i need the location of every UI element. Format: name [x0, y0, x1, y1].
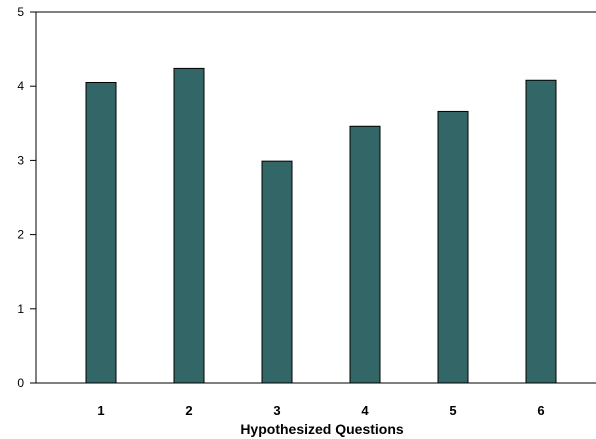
bar: [437, 110, 469, 384]
y-tick-label: 4: [17, 79, 24, 93]
x-axis: 1 2 3 4 5 6: [97, 403, 544, 418]
x-tick-label: 5: [449, 403, 456, 418]
y-tick-label: 0: [17, 376, 24, 390]
x-tick-label: 6: [537, 403, 544, 418]
x-tick-label: 2: [185, 403, 192, 418]
bars: [85, 67, 557, 384]
x-tick-label: 1: [97, 403, 104, 418]
bar: [173, 67, 205, 384]
plot-frame: [35, 11, 596, 384]
y-tick-label: 5: [17, 5, 24, 19]
bar: [261, 160, 293, 384]
y-axis: 0 1 2 3 4 5: [17, 5, 36, 390]
bar: [349, 125, 381, 384]
x-axis-title: Hypothesized Questions: [240, 421, 404, 437]
bar: [85, 81, 117, 384]
y-tick-label: 2: [17, 228, 24, 242]
bar: [525, 79, 557, 384]
y-tick-label: 1: [17, 302, 24, 316]
x-tick-label: 3: [273, 403, 280, 418]
y-tick-label: 3: [17, 153, 24, 167]
x-tick-label: 4: [361, 403, 369, 418]
